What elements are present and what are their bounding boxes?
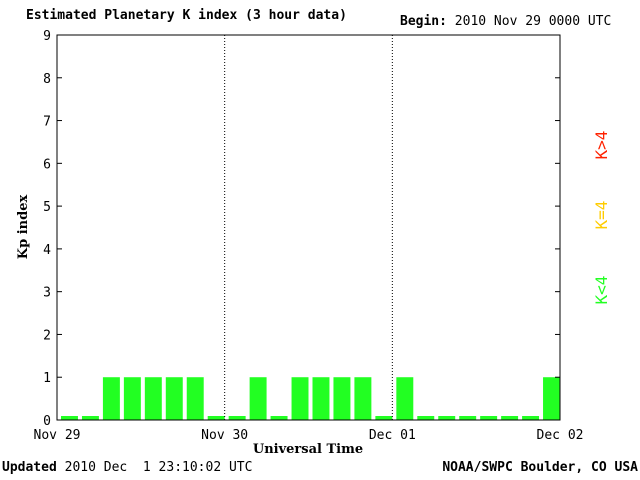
kp-bar [396,377,414,420]
kp-bar [354,377,372,420]
y-tick-label: 8 [43,72,51,87]
kp-bar [438,416,456,420]
day-dividers [224,35,393,420]
y-tick-label: 2 [43,328,51,343]
kp-bar [312,377,330,420]
begin-info: Begin: 2010 Nov 29 0000 UTC [400,14,611,29]
x-tick-label: Dec 02 [537,428,584,443]
legend-item: K<4 [592,276,611,305]
x-tick-label: Dec 01 [369,428,416,443]
updated-label: Updated [2,460,57,475]
kp-bar [480,416,498,420]
legend-item: K>4 [592,131,611,160]
kp-bar [207,416,225,420]
kp-bar [186,377,204,420]
y-tick-label: 7 [43,115,51,130]
y-tick-label: 9 [43,29,51,44]
kp-bar [543,377,560,420]
legend: K>4 K=4 K<4 [592,131,611,305]
y-axis: 0 1 2 3 4 5 6 7 8 9 [43,29,560,429]
kp-bar [522,416,540,420]
kp-bar [501,416,519,420]
kp-bar [333,377,351,420]
kp-bar [61,416,78,420]
chart-title: Estimated Planetary K index (3 hour data… [26,8,347,23]
bars-group [61,377,560,420]
y-tick-label: 1 [43,371,51,386]
y-tick-label: 6 [43,157,51,172]
kp-bar [165,377,183,420]
begin-label: Begin: [400,14,447,29]
y-tick-label: 0 [43,414,51,429]
kp-bar [102,377,120,420]
credit-text: NOAA/SWPC Boulder, CO USA [442,460,638,475]
kp-bar [270,416,288,420]
plot-frame [56,34,561,421]
kp-bar [291,377,309,420]
y-axis-title: Kp index [16,195,31,260]
x-axis-title: Universal Time [253,442,363,457]
kp-bar [123,377,141,420]
x-tick-label: Nov 30 [201,428,248,443]
y-tick-label: 3 [43,286,51,301]
kp-bar [81,416,99,420]
x-tick-label: Nov 29 [34,428,81,443]
y-tick-label: 4 [43,243,51,258]
updated-value: 2010 Dec 1 23:10:02 UTC [64,460,253,475]
kp-bar [375,416,393,420]
x-axis: Nov 29 Nov 30 Dec 01 Dec 02 [34,428,584,443]
kp-bar [228,416,246,420]
updated-info: Updated 2010 Dec 1 23:10:02 UTC [2,460,252,475]
kp-bar [459,416,477,420]
begin-value: 2010 Nov 29 0000 UTC [454,14,612,29]
legend-item: K=4 [592,201,611,230]
kp-bar [417,416,435,420]
kp-bar [249,377,267,420]
kp-bar [144,377,162,420]
y-tick-label: 5 [43,200,51,215]
